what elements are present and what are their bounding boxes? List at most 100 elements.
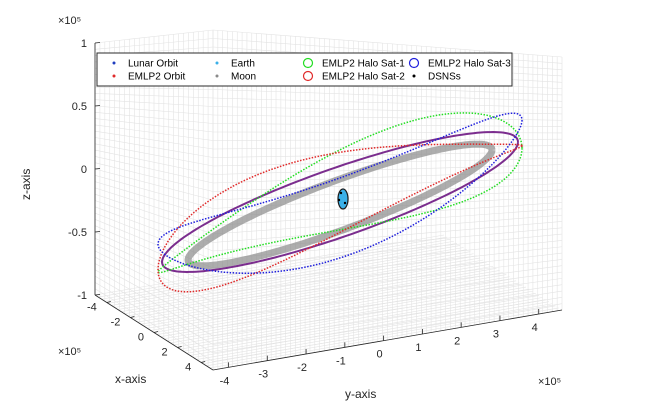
- series-moon: [184, 140, 496, 270]
- grid-line: [209, 307, 559, 369]
- z-tick-mark: [94, 168, 101, 170]
- y-tick-label: 3: [493, 329, 499, 341]
- legend-marker: [408, 57, 420, 69]
- legend-marker: [412, 74, 416, 78]
- legend-marker: [302, 57, 314, 69]
- series-dsns-point: [343, 201, 347, 205]
- y-tick-label: -2: [297, 362, 307, 374]
- grid-line: [206, 305, 556, 367]
- legend-label: DSNSs: [428, 72, 461, 83]
- x-tick-mark: [153, 331, 159, 333]
- x-tick-label: -2: [111, 317, 121, 329]
- series-dsns-point: [337, 198, 341, 202]
- z-tick-label: 0.5: [72, 101, 87, 113]
- series-halo-sat-2: [157, 143, 523, 293]
- legend-marker: [215, 61, 219, 65]
- x-tick-label: 0: [138, 332, 144, 344]
- grid-line: [134, 259, 484, 321]
- y-tick-label: 0: [377, 349, 383, 361]
- grid-line: [180, 288, 530, 350]
- z-exponent-label: ×10⁵: [58, 15, 81, 27]
- legend-label: Moon: [231, 72, 256, 83]
- grid-line: [170, 282, 520, 344]
- x-exponent-label: ×10⁵: [58, 346, 81, 358]
- x-tick-mark: [130, 316, 135, 318]
- grid-line: [108, 243, 458, 304]
- legend-box: [96, 52, 513, 87]
- grid-line: [137, 261, 487, 323]
- series-layer: [157, 112, 523, 293]
- series-halo-sat-1: [157, 112, 523, 274]
- grid-line: [196, 299, 546, 360]
- x-axis-label: x-axis: [115, 372, 146, 386]
- z-tick-label: -0.5: [68, 227, 87, 239]
- grid-line: [124, 253, 474, 315]
- legend-marker: [112, 61, 116, 65]
- grid-line: [140, 263, 490, 325]
- y-tick-label: 4: [532, 322, 538, 334]
- grid-line: [203, 303, 553, 365]
- grid-lines: [94, 29, 563, 371]
- y-axis-label: y-axis: [345, 387, 376, 401]
- grid-line: [114, 247, 464, 308]
- grid-line: [157, 274, 507, 335]
- y-axis-line: [212, 309, 563, 371]
- grid-line: [173, 284, 523, 346]
- grid-line: [117, 249, 467, 310]
- y-exponent-label: ×10⁵: [538, 376, 561, 388]
- grid-line: [111, 245, 461, 306]
- grid-line: [101, 238, 451, 300]
- x-tick-mark: [201, 361, 206, 363]
- grid-line: [131, 257, 481, 319]
- axes-frame: [94, 42, 563, 371]
- series-halo-sat-3: [157, 112, 523, 274]
- legend-label: EMLP2 Halo Sat-3: [428, 59, 511, 70]
- grid-line: [193, 297, 543, 358]
- grid-line: [144, 265, 494, 327]
- x-tick-label: 4: [185, 362, 191, 374]
- z-tick-label: 0: [81, 164, 87, 176]
- y-tick-label: -1: [336, 355, 346, 367]
- y-tick-label: 2: [454, 335, 460, 347]
- x-tick-mark: [106, 301, 111, 303]
- z-axis-label: z-axis: [19, 169, 33, 200]
- y-tick-label: -4: [220, 375, 230, 387]
- legend-marker: [302, 70, 314, 82]
- x-tick-mark: [177, 346, 182, 348]
- legend-label: EMLP2 Halo Sat-2: [322, 72, 405, 83]
- legend-label: Earth: [231, 59, 255, 70]
- grid-line: [147, 268, 497, 329]
- legend-label: EMLP2 Halo Sat-1: [322, 59, 405, 70]
- z-tick-mark: [94, 42, 101, 44]
- grid-line: [150, 270, 500, 331]
- grid-line: [160, 276, 510, 337]
- x-tick-label: -4: [87, 302, 97, 314]
- grid-line: [104, 240, 454, 302]
- legend: Lunar Orbit EMLP2 Orbit Earth Moon EMLP2 Hal…: [96, 52, 513, 87]
- x-tick-label: 2: [161, 347, 167, 359]
- legend-marker: [112, 74, 116, 78]
- y-tick-label: -3: [258, 369, 268, 381]
- grid-line: [98, 236, 448, 298]
- grid-line: [199, 301, 549, 362]
- grid-line: [163, 278, 513, 340]
- grid-line: [127, 255, 477, 317]
- grid-line: [183, 290, 533, 352]
- z-tick-label: -1: [77, 290, 87, 302]
- y-tick-label: 1: [415, 342, 421, 354]
- z-tick-label: 1: [81, 38, 87, 50]
- grid-line: [176, 286, 526, 348]
- grid-line: [121, 251, 471, 312]
- z-tick-mark: [94, 294, 101, 296]
- grid-line: [153, 272, 504, 333]
- legend-label: EMLP2 Orbit: [128, 72, 185, 83]
- grid-line: [167, 280, 517, 342]
- grid-line: [190, 295, 540, 356]
- series-dsns-point: [339, 191, 343, 195]
- grid-line: [186, 293, 536, 354]
- legend-marker: [215, 74, 219, 78]
- grid-line: [94, 234, 445, 296]
- z-tick-mark: [94, 231, 101, 233]
